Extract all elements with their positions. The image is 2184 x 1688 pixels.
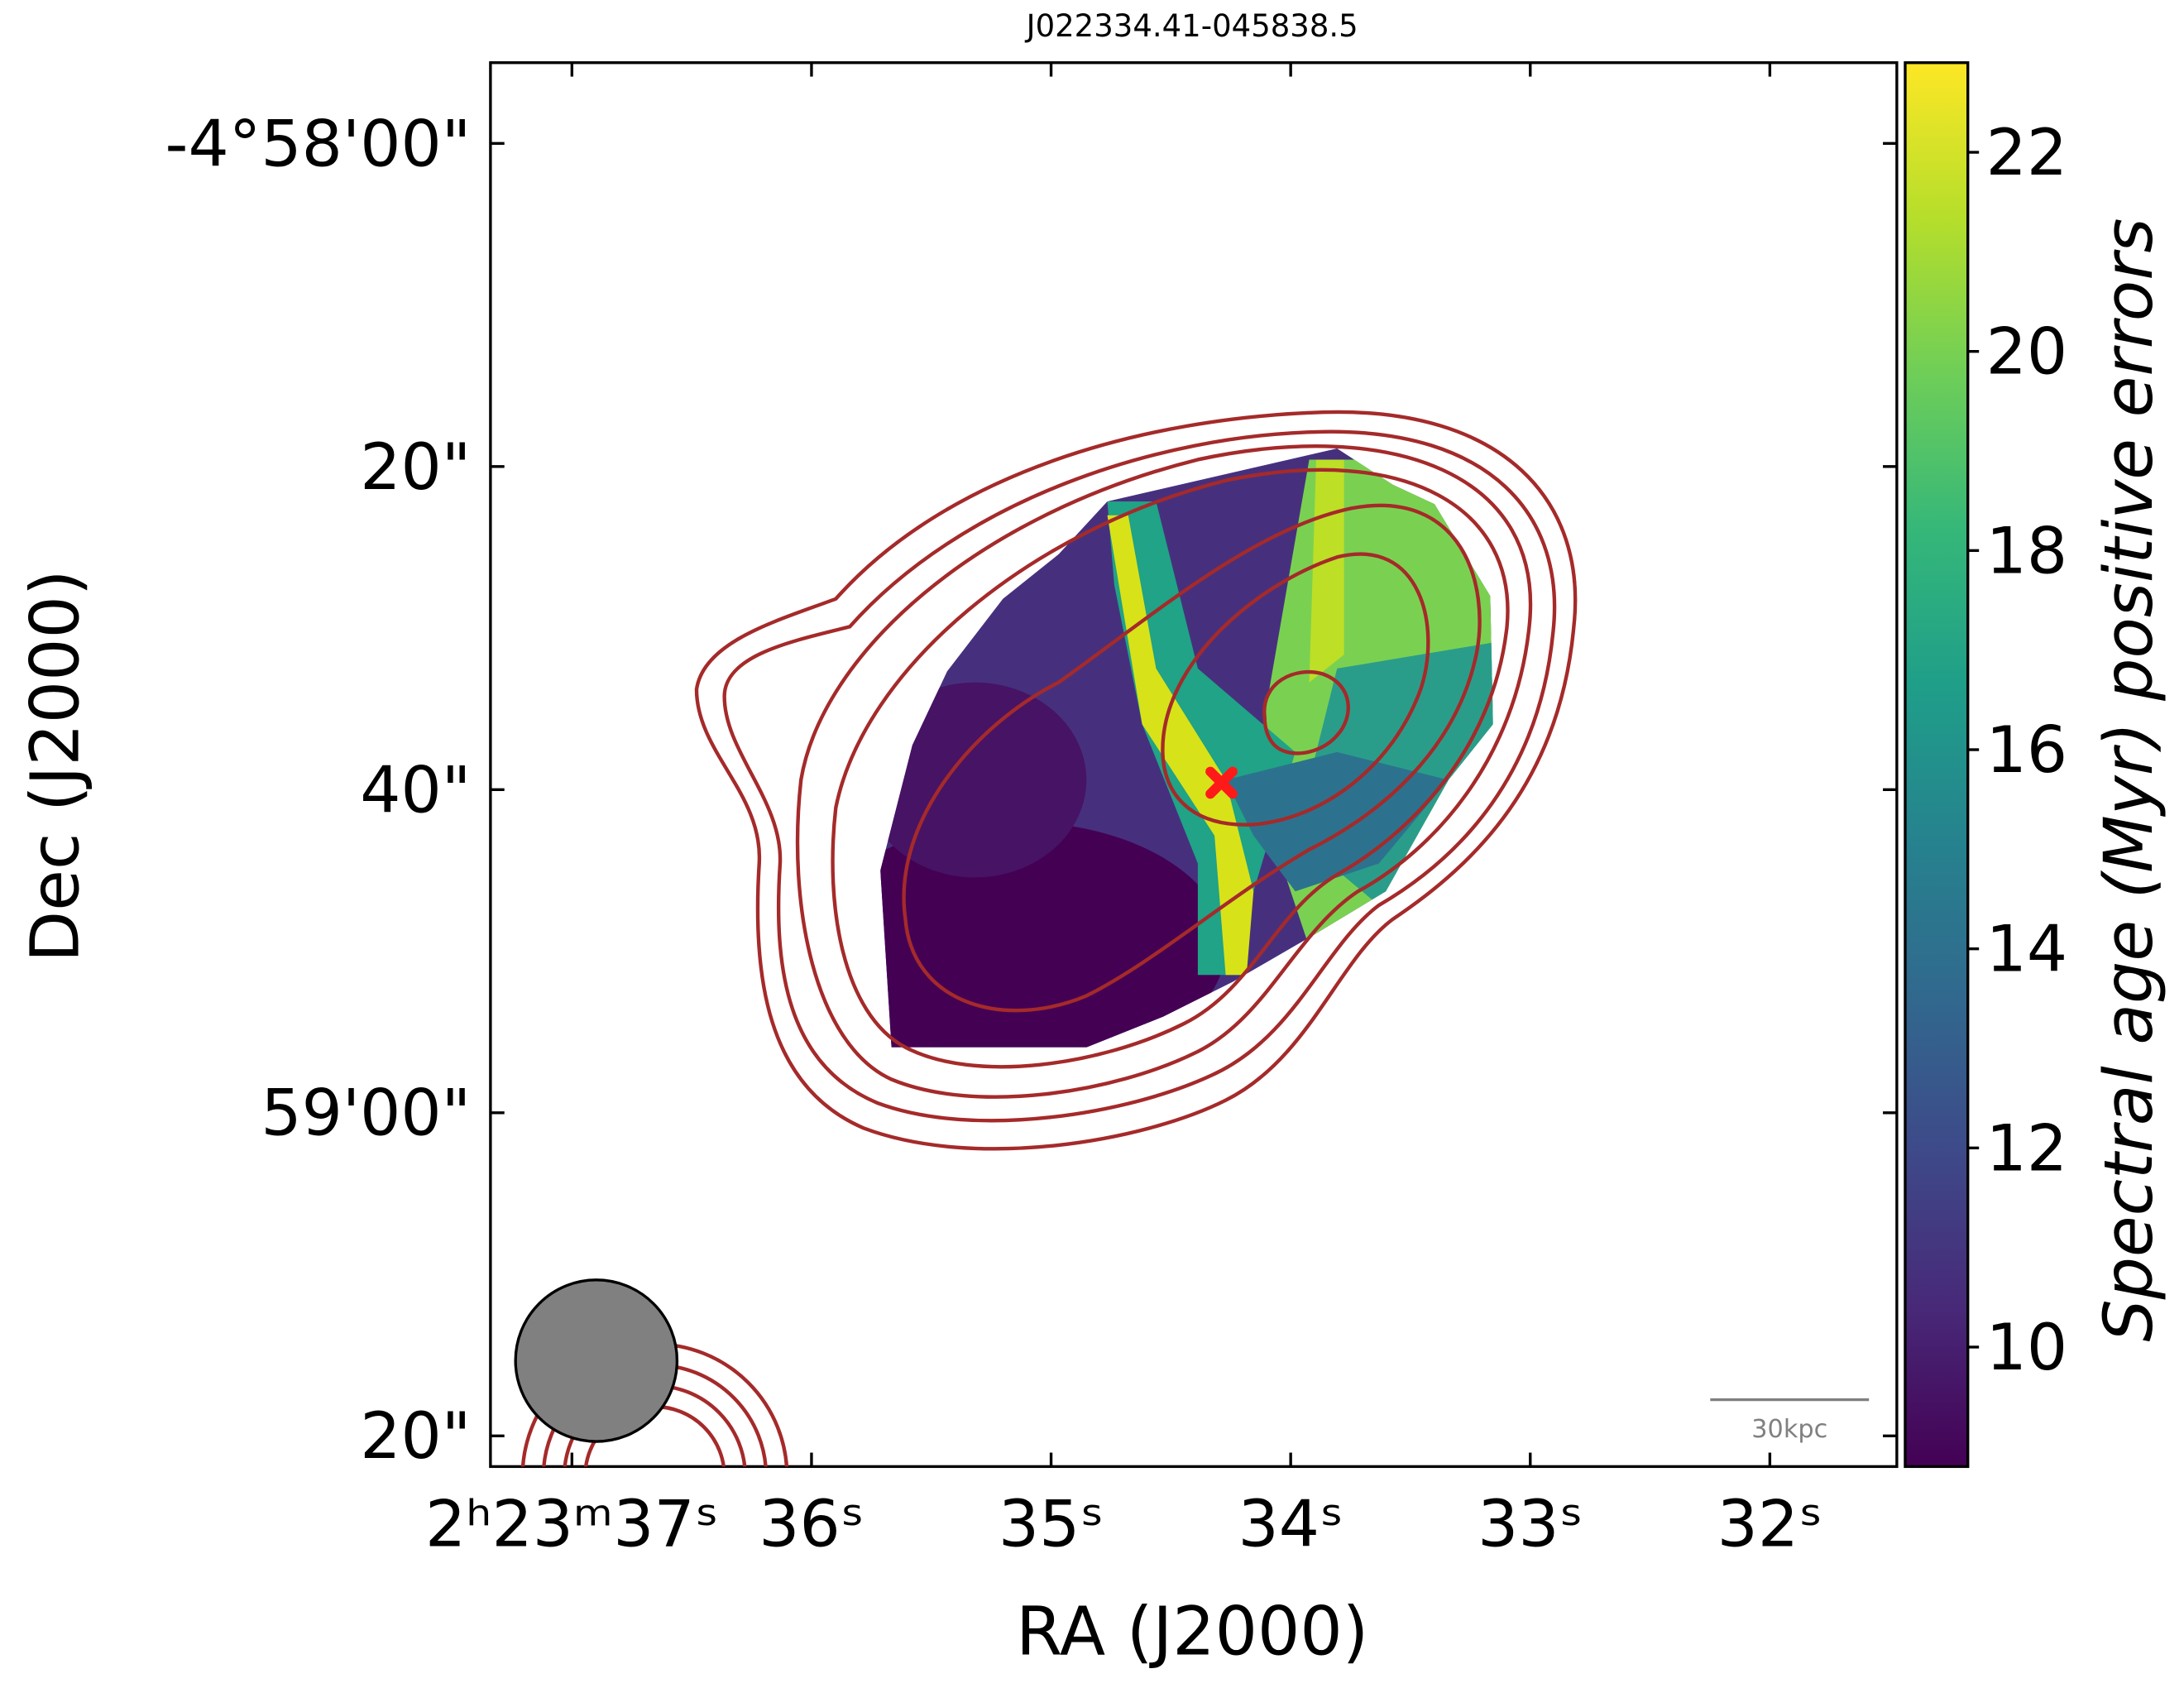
colorbar-tick-label: 22 <box>1986 116 2068 190</box>
core-marker <box>1205 766 1238 799</box>
colorbar-tick-label: 20 <box>1986 315 2068 390</box>
y-axis-label: Dec (J2000) <box>17 570 95 962</box>
colorbar-tick-label: 10 <box>1986 1311 2068 1385</box>
colorbar-tick-label: 14 <box>1986 913 2068 987</box>
colorbar-tick-label: 18 <box>1986 514 2068 588</box>
chart-title: J022334.41-045838.5 <box>1025 8 1358 44</box>
y-tick-label: 59'00" <box>261 1077 471 1151</box>
colorbar-tick-label: 12 <box>1986 1111 2068 1186</box>
x-tick-label: 35ˢ <box>999 1487 1104 1561</box>
x-axis-label: RA (J2000) <box>1016 1594 1368 1671</box>
x-tick-label: 33ˢ <box>1478 1487 1583 1561</box>
scale-bar-label: 30kpc <box>1751 1415 1827 1444</box>
x-tick-label: 32ˢ <box>1717 1487 1822 1561</box>
colorbar-tick-label: 16 <box>1986 713 2068 788</box>
colorbar-label: Spectral age (Myr) positive errors <box>2091 218 2168 1342</box>
beam <box>514 1278 679 1443</box>
x-tick-label: 34ˢ <box>1238 1487 1343 1561</box>
y-tick-label: 20" <box>360 1399 471 1474</box>
x-tick-label: 2ʰ23ᵐ37ˢ <box>425 1487 719 1561</box>
y-tick-label: -4°58'00" <box>165 107 472 181</box>
y-tick-label: 40" <box>360 753 471 827</box>
colorbar <box>1904 61 1970 1469</box>
y-tick-label: 20" <box>360 430 471 505</box>
x-tick-label: 36ˢ <box>759 1487 864 1561</box>
